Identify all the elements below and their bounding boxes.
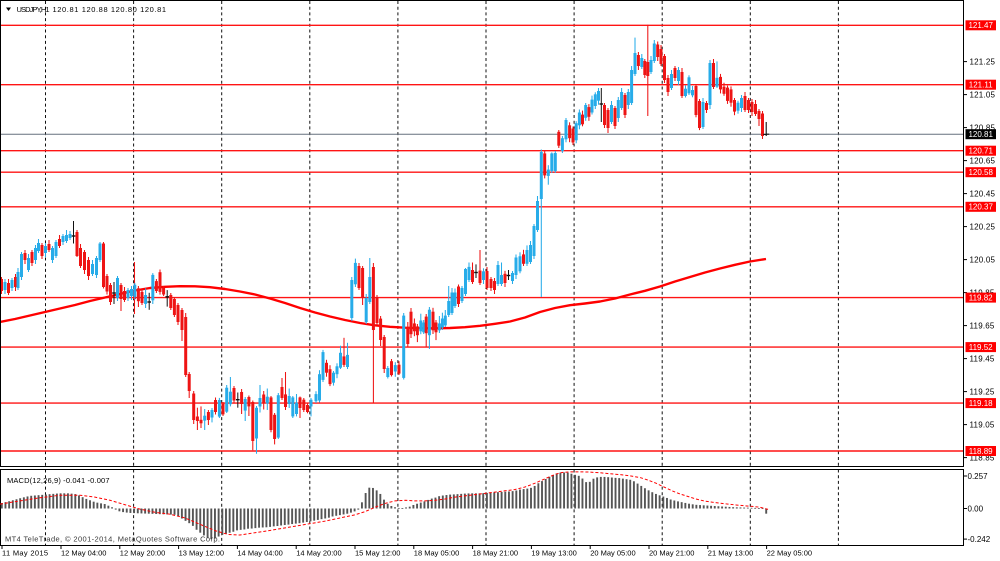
svg-text:120.81: 120.81 [968, 130, 993, 139]
svg-text:14 May 20:00: 14 May 20:00 [296, 549, 341, 558]
svg-text:18 May 21:00: 18 May 21:00 [473, 549, 518, 558]
svg-text:120.58: 120.58 [968, 168, 993, 177]
svg-text:19 May 13:00: 19 May 13:00 [531, 549, 576, 558]
svg-text:18 May 05:00: 18 May 05:00 [414, 549, 459, 558]
svg-text:21 May 13:00: 21 May 13:00 [708, 549, 753, 558]
svg-text:118.89: 118.89 [969, 447, 993, 456]
svg-text:MACD(12,26,9) -0.041 -0.007: MACD(12,26,9) -0.041 -0.007 [7, 476, 110, 485]
svg-text:120.37: 120.37 [968, 203, 993, 212]
svg-text:121.11: 121.11 [969, 81, 993, 90]
svg-text:119.25: 119.25 [970, 388, 995, 397]
svg-text:119.52: 119.52 [969, 343, 993, 352]
svg-text:120.25: 120.25 [970, 223, 996, 232]
svg-text:USDJPY,H1: USDJPY,H1 [17, 5, 50, 14]
svg-text:121.05: 121.05 [970, 91, 996, 100]
svg-text:121.47: 121.47 [968, 21, 993, 30]
svg-text:12 May 20:00: 12 May 20:00 [120, 549, 165, 558]
svg-text:119.82: 119.82 [969, 294, 993, 303]
svg-text:22 May 05:00: 22 May 05:00 [767, 549, 812, 558]
svg-text:120.65: 120.65 [970, 157, 996, 166]
svg-text:14 May 04:00: 14 May 04:00 [237, 549, 282, 558]
svg-text:120.45: 120.45 [970, 190, 996, 199]
svg-text:119.45: 119.45 [970, 355, 995, 364]
svg-text:119.65: 119.65 [970, 322, 995, 331]
svg-text:13 May 12:00: 13 May 12:00 [179, 549, 224, 558]
svg-text:MT4 TeleTrade, © 2001-2014, Me: MT4 TeleTrade, © 2001-2014, MetaQuotes S… [5, 535, 220, 544]
svg-text:0.257: 0.257 [968, 472, 989, 481]
svg-text:120.85: 120.85 [970, 124, 996, 133]
svg-text:11 May 2015: 11 May 2015 [2, 549, 48, 558]
svg-text:120.81 120.88 120.80 120.81: 120.81 120.88 120.80 120.81 [53, 5, 167, 14]
svg-text:20 May 05:00: 20 May 05:00 [590, 549, 635, 558]
svg-text:120.05: 120.05 [970, 256, 996, 265]
svg-text:20 May 21:00: 20 May 21:00 [649, 549, 694, 558]
svg-text:15 May 12:00: 15 May 12:00 [355, 549, 400, 558]
svg-text:121.25: 121.25 [970, 58, 996, 67]
svg-text:0.00: 0.00 [968, 504, 984, 513]
svg-text:119.05: 119.05 [970, 421, 995, 430]
svg-text:-0.242: -0.242 [968, 535, 991, 544]
svg-text:118.85: 118.85 [970, 454, 995, 463]
svg-text:120.71: 120.71 [968, 147, 993, 156]
svg-text:12 May 04:00: 12 May 04:00 [61, 549, 106, 558]
svg-text:119.18: 119.18 [969, 399, 993, 408]
